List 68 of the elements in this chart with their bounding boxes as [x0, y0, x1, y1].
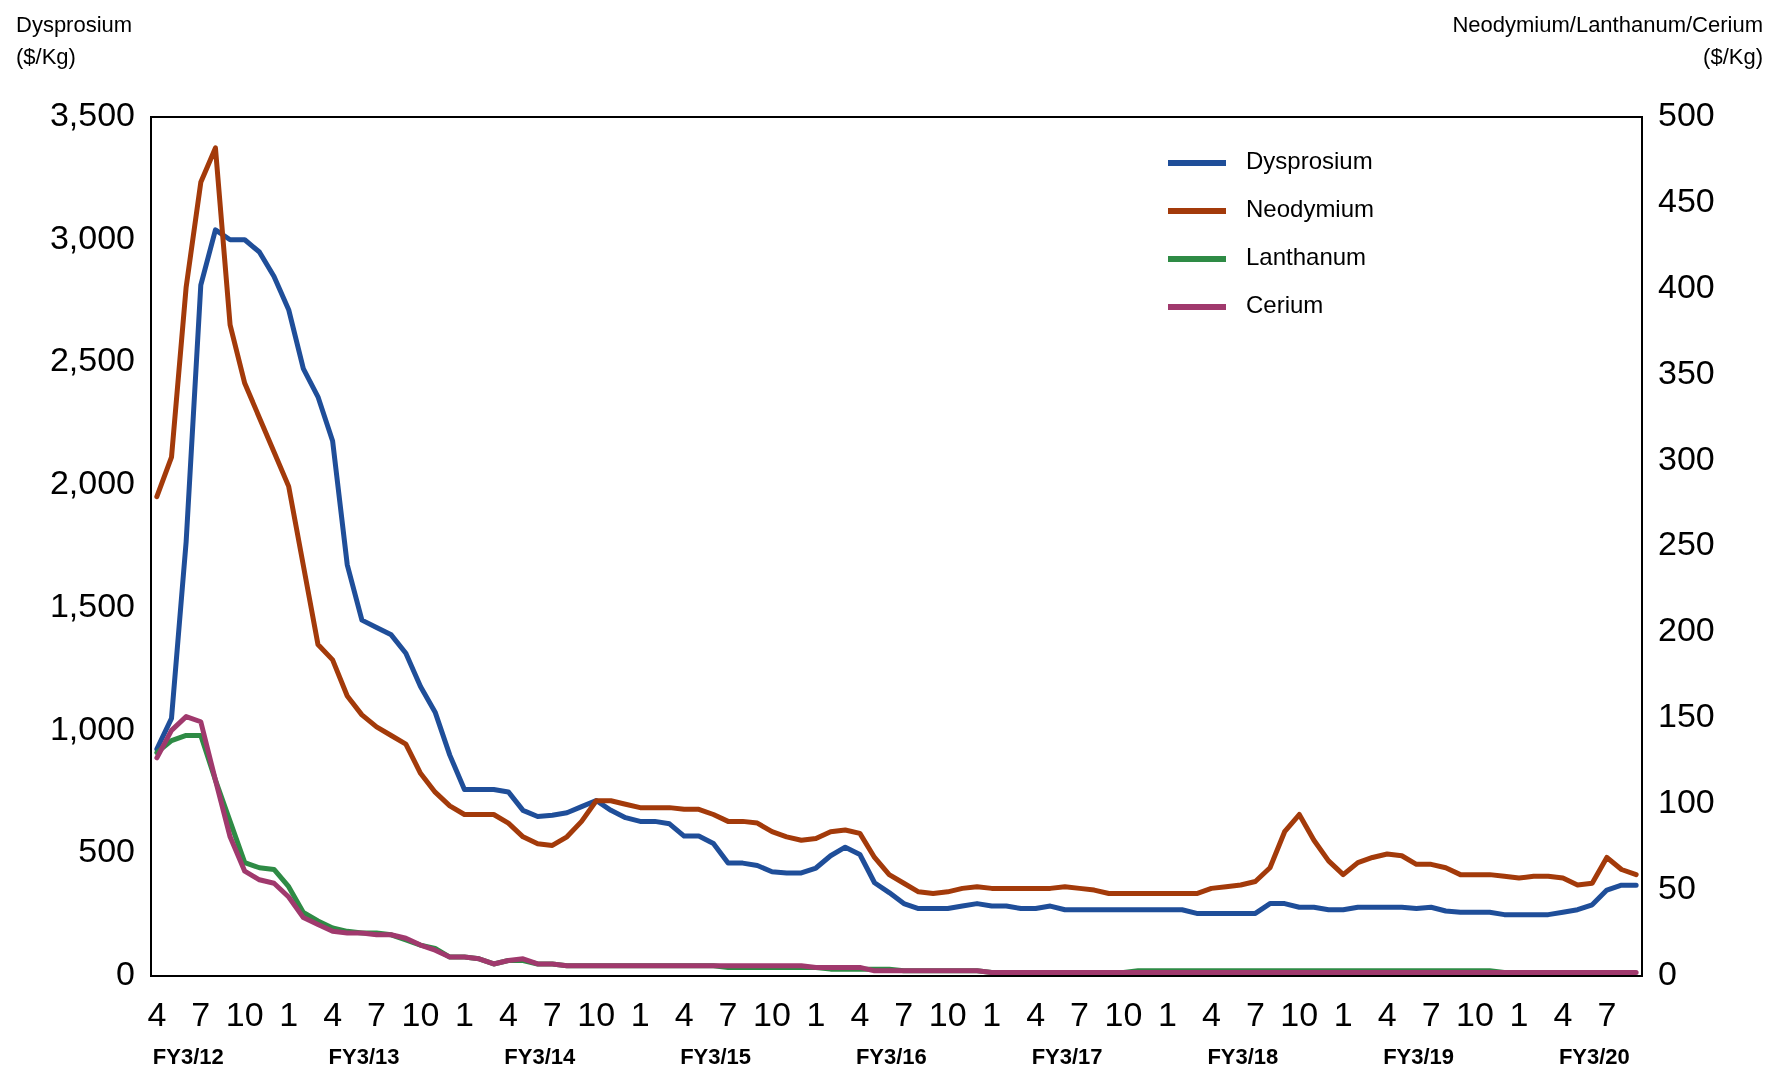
- legend-label: Neodymium: [1246, 195, 1375, 223]
- y2-tick-label: 450: [1658, 180, 1715, 219]
- text: FY3/14: [504, 1044, 577, 1069]
- y-tick-label: 1,500: [49, 585, 135, 624]
- y-tick-label: 2,500: [49, 340, 135, 379]
- text: FY3/17: [1031, 1044, 1103, 1069]
- y-tick-label: 3,000: [49, 217, 135, 256]
- x-tick-label: 1: [454, 995, 474, 1033]
- y2-tick-label: 400: [1658, 266, 1715, 305]
- x-tick-label: 4: [850, 995, 870, 1033]
- x-tick-label: 7: [894, 995, 914, 1033]
- y-tick-label: 2,000: [49, 463, 135, 502]
- x-tick-label: 10: [577, 995, 616, 1033]
- legend-label: Cerium: [1246, 291, 1324, 319]
- x-tick-label: 1: [630, 995, 650, 1033]
- y-axis-title: Dysprosium ($/Kg): [16, 12, 133, 69]
- x-tick-label: 7: [542, 995, 562, 1033]
- y-tick-label: 0: [116, 953, 135, 992]
- x-tick-label: 1: [1509, 995, 1529, 1033]
- text: FY3/13: [328, 1044, 400, 1069]
- x-tick-label: 7: [718, 995, 738, 1033]
- text: FY3/19: [1383, 1044, 1455, 1069]
- y2-tick-label: 50: [1658, 868, 1696, 907]
- y2-tick-label: 100: [1658, 782, 1715, 821]
- text: FY3/15: [680, 1044, 752, 1069]
- x-tick-label: 4: [1201, 995, 1221, 1033]
- x-tick-label: 4: [674, 995, 694, 1033]
- x-tick-label: 1: [1158, 995, 1177, 1033]
- x-tick-label: 10: [225, 995, 264, 1033]
- y-tick-label: 1,000: [49, 708, 135, 747]
- x-tick-label: 10: [928, 995, 967, 1033]
- legend-label: Dysprosium: [1246, 147, 1373, 175]
- x-tick-label: 1: [982, 995, 1002, 1033]
- y2-tick-label: 300: [1658, 438, 1715, 477]
- text: FY3/18: [1207, 1044, 1279, 1069]
- x-tick-label: 4: [1377, 995, 1397, 1033]
- y2-tick-label: 0: [1658, 953, 1677, 992]
- x-tick-label: 10: [1280, 995, 1319, 1033]
- x-tick-label: 10: [1456, 995, 1494, 1033]
- y2-tick-label: 500: [1658, 94, 1715, 133]
- x-tick-label: 7: [1245, 995, 1265, 1033]
- x-tick-label: 4: [1553, 995, 1573, 1033]
- x-tick-label: 10: [401, 995, 440, 1033]
- x-tick-label: 10: [1104, 995, 1143, 1033]
- y2-axis-title: Neodymium/Lanthanum/Cerium ($/Kg): [1452, 12, 1763, 69]
- x-tick-label: 4: [323, 995, 343, 1033]
- x-tick-label: 7: [191, 995, 211, 1033]
- x-tick-label: 4: [498, 995, 518, 1033]
- y-tick-label: 3,500: [49, 94, 135, 133]
- legend-label: Lanthanum: [1246, 243, 1367, 271]
- x-tick-label: 1: [1333, 995, 1353, 1033]
- text: FY3/16: [855, 1044, 927, 1069]
- y-tick-label: 500: [78, 831, 135, 870]
- x-tick-label: 1: [806, 995, 826, 1033]
- y2-tick-label: 150: [1658, 696, 1715, 735]
- text: FY3/12: [152, 1044, 224, 1069]
- y2-tick-label: 200: [1658, 610, 1715, 649]
- x-tick-label: 10: [753, 995, 791, 1033]
- x-tick-label: 7: [367, 995, 387, 1033]
- text: FY3/20: [1558, 1044, 1630, 1069]
- y2-tick-label: 250: [1658, 524, 1715, 563]
- x-tick-label: 4: [147, 995, 167, 1033]
- x-tick-label: 7: [1597, 995, 1617, 1033]
- x-tick-label: 7: [1421, 995, 1441, 1033]
- x-tick-label: 7: [1070, 995, 1090, 1033]
- x-tick-label: 1: [279, 995, 299, 1033]
- y2-tick-label: 350: [1658, 352, 1715, 391]
- x-tick-label: 4: [1026, 995, 1046, 1033]
